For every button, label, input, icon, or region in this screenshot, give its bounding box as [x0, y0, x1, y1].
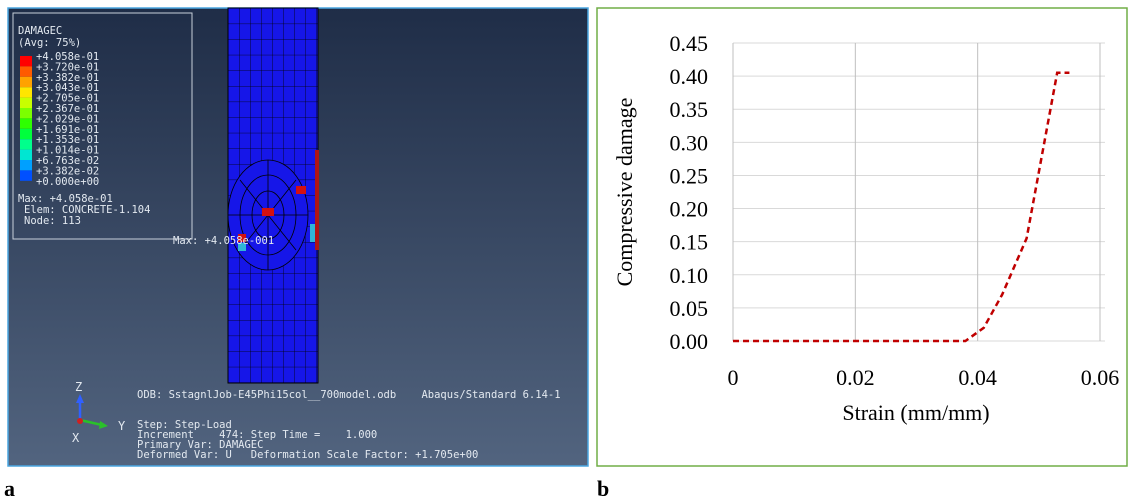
legend-swatch — [20, 160, 32, 170]
y-tick-label: 0.20 — [670, 197, 709, 222]
y-tick-label: 0.10 — [670, 263, 709, 288]
y-tick-label: 0.30 — [670, 130, 709, 155]
legend-swatch — [20, 66, 32, 76]
figure: abDAMAGEC(Avg: 75%)+4.058e-01+3.720e-01+… — [0, 0, 1134, 502]
legend-level: +0.000e+00 — [36, 176, 99, 188]
legend-swatch — [20, 170, 32, 180]
legend-subtitle: (Avg: 75%) — [18, 37, 81, 49]
x-tick-label: 0.06 — [1081, 365, 1120, 390]
damage-edge — [315, 150, 319, 250]
legend-swatch — [20, 87, 32, 97]
damage-spot — [262, 208, 274, 216]
x-axis-label: Strain (mm/mm) — [842, 400, 989, 425]
x-tick-label: 0.04 — [958, 365, 997, 390]
y-axis-label: Compressive damage — [612, 98, 637, 287]
y-tick-label: 0.40 — [670, 64, 709, 89]
legend-swatch — [20, 150, 32, 160]
legend-swatch — [20, 77, 32, 87]
triad-label: Z — [75, 380, 82, 394]
max-marker: Max: +4.058e-001 — [173, 235, 274, 247]
legend-swatch — [20, 118, 32, 128]
legend-swatch — [20, 139, 32, 149]
panel-label: a — [4, 476, 15, 501]
x-tick-label: 0.02 — [836, 365, 875, 390]
legend-swatch — [20, 98, 32, 108]
damage-spot — [296, 186, 306, 194]
legend-title: DAMAGEC — [18, 25, 62, 37]
x-tick-label: 0 — [728, 365, 739, 390]
legend-swatch — [20, 56, 32, 66]
step-info: Deformed Var: U Deformation Scale Factor… — [137, 449, 478, 461]
panel-label: b — [597, 476, 609, 501]
legend-swatch — [20, 108, 32, 118]
y-tick-label: 0.05 — [670, 296, 709, 321]
triad-label: Y — [118, 419, 126, 433]
y-tick-label: 0.00 — [670, 329, 709, 354]
odb-info: ODB: SstagnlJob-E45Phi15col__700model.od… — [137, 389, 561, 401]
y-tick-label: 0.35 — [670, 97, 709, 122]
triad-label: X — [72, 431, 80, 445]
legend-node: Node: 113 — [24, 215, 81, 227]
y-tick-label: 0.15 — [670, 230, 709, 255]
legend-swatch — [20, 129, 32, 139]
y-tick-label: 0.45 — [670, 31, 709, 56]
y-tick-label: 0.25 — [670, 163, 709, 188]
